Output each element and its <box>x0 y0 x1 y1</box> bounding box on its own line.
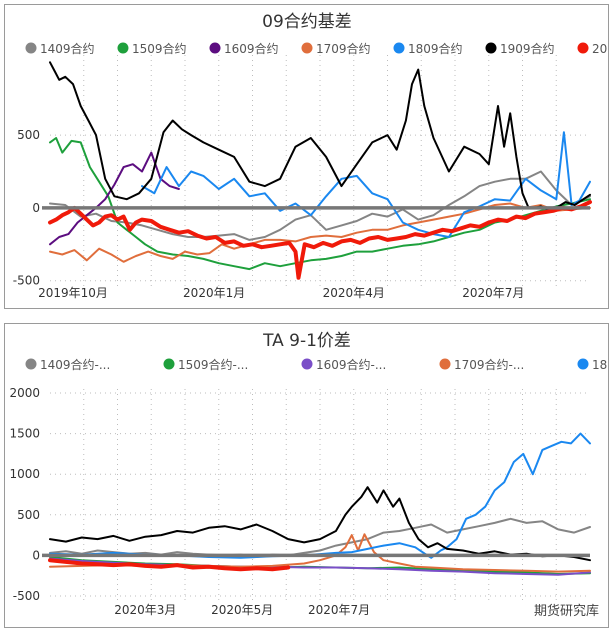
legend-marker <box>577 42 589 54</box>
y-tick-label: 2000 <box>9 386 40 400</box>
series-line <box>49 137 591 271</box>
legend-label: 2009合约 <box>592 41 608 56</box>
series-line <box>49 61 591 212</box>
y-tick-label: 0 <box>32 548 40 562</box>
y-tick-label: 500 <box>17 508 40 522</box>
legend-label: 1809合约-... <box>592 357 608 372</box>
chart-title: 09合约基差 <box>262 12 352 32</box>
legend-label: 1409合约-... <box>40 357 110 372</box>
legend-marker <box>439 358 451 370</box>
series-line <box>48 558 291 572</box>
series-line <box>49 151 180 246</box>
legend-marker <box>301 358 313 370</box>
legend-marker <box>209 42 221 54</box>
legend-marker <box>577 358 589 370</box>
y-tick-label: 1500 <box>9 427 40 441</box>
legend-label: 1909合约 <box>500 41 555 56</box>
x-tick-label: 2020年5月 <box>211 603 273 617</box>
series-line <box>49 486 591 562</box>
watermark-label: 期货研究库 <box>533 604 599 619</box>
series-line <box>48 200 592 280</box>
y-tick-label: 0 <box>32 201 40 215</box>
x-tick-label: 2020年4月 <box>323 286 385 300</box>
chart-panel-spread: TA 9-1价差 1409合约-... 1509合约-... 1609合约-... 17… <box>4 323 613 628</box>
legend-label: 1409合约 <box>40 41 95 56</box>
legend-marker <box>301 42 313 54</box>
basis-chart: 09合约基差 1409合约 1509合约 1609合约 1709合约 1809合约 1909… <box>13 12 613 300</box>
x-tick-label: 2020年7月 <box>462 286 524 300</box>
series-line <box>49 517 591 558</box>
legend-label: 1609合约-... <box>316 357 386 372</box>
chart-panel-basis: 09合约基差 1409合约 1509合约 1609合约 1709合约 1809合约 1909… <box>4 4 613 309</box>
legend-label: 1609合约 <box>224 41 279 56</box>
x-tick-label: 2020年1月 <box>183 286 245 300</box>
legend-label: 1709合约 <box>316 41 371 56</box>
y-tick-label: -500 <box>13 274 40 288</box>
legend-marker <box>25 358 37 370</box>
legend-marker <box>485 42 497 54</box>
x-tick-label: 2020年3月 <box>114 603 176 617</box>
legend-marker <box>25 42 37 54</box>
legend-label: 1509合约 <box>132 41 187 56</box>
legend-label: 1809合约 <box>408 41 463 56</box>
spread-chart: TA 9-1价差 1409合约-... 1509合约-... 1609合约-... 17… <box>9 331 613 617</box>
series-line <box>49 170 591 241</box>
series-line <box>141 131 591 238</box>
y-tick-label: 1000 <box>9 467 40 481</box>
legend-label: 1509合约-... <box>178 357 248 372</box>
chart-title: TA 9-1价差 <box>262 331 351 351</box>
x-tick-label: 2019年10月 <box>38 286 108 300</box>
legend-marker <box>393 42 405 54</box>
y-tick-label: -500 <box>13 589 40 603</box>
legend-marker <box>117 42 129 54</box>
legend-label: 1709合约-... <box>454 357 524 372</box>
legend-marker <box>163 358 175 370</box>
y-tick-label: 500 <box>17 128 40 142</box>
x-tick-label: 2020年7月 <box>308 603 370 617</box>
